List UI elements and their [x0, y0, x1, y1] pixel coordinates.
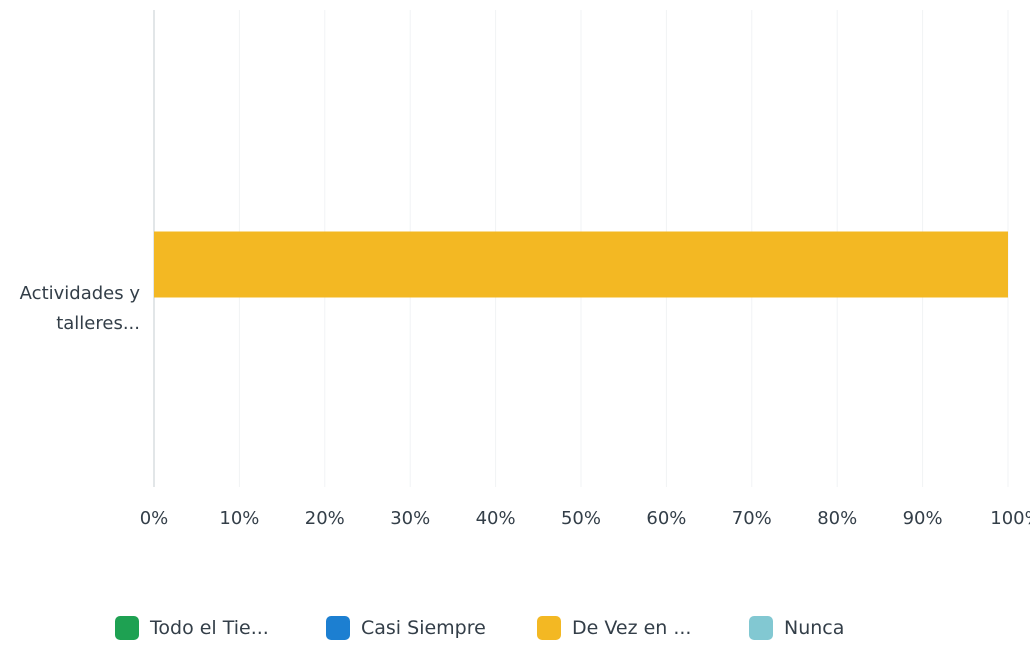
x-tick-label: 100%: [990, 508, 1030, 529]
legend-item[interactable]: Todo el Tie...: [115, 616, 269, 640]
category-label: Actividades y talleres...: [20, 283, 141, 334]
x-tick-label: 40%: [476, 508, 516, 529]
x-tick-label: 50%: [561, 508, 601, 529]
bar-chart: 0% 10% 20% 30% 40% 50% 60% 70% 80% 90% 100% Activi…: [20, 10, 1030, 529]
legend-label: De Vez en ...: [572, 617, 692, 639]
x-tick-label: 10%: [219, 508, 259, 529]
x-tick-label: 70%: [732, 508, 772, 529]
legend-label: Todo el Tie...: [150, 617, 269, 639]
x-tick-label: 60%: [646, 508, 686, 529]
legend-swatch: [326, 616, 350, 640]
legend: Todo el Tie... Casi Siempre De Vez en ... N…: [0, 616, 1030, 648]
legend-label: Nunca: [784, 617, 845, 639]
x-tick-label: 80%: [817, 508, 857, 529]
category-labels: Actividades y talleres...: [20, 283, 141, 334]
legend-item[interactable]: Nunca: [749, 616, 844, 640]
legend-swatch: [115, 616, 139, 640]
x-tick-labels: 0% 10% 20% 30% 40% 50% 60% 70% 80% 90% 100%: [140, 508, 1030, 529]
legend-item[interactable]: Casi Siempre: [326, 616, 486, 640]
legend-swatch: [749, 616, 773, 640]
bars: [154, 231, 1008, 298]
legend-item[interactable]: De Vez en ...: [537, 616, 691, 640]
x-tick-label: 30%: [390, 508, 430, 529]
legend-swatch: [537, 616, 561, 640]
x-tick-label: 0%: [140, 508, 169, 529]
legend-label: Casi Siempre: [361, 617, 486, 639]
bar-segment[interactable]: [154, 231, 1008, 298]
x-tick-label: 20%: [305, 508, 345, 529]
x-tick-label: 90%: [903, 508, 943, 529]
